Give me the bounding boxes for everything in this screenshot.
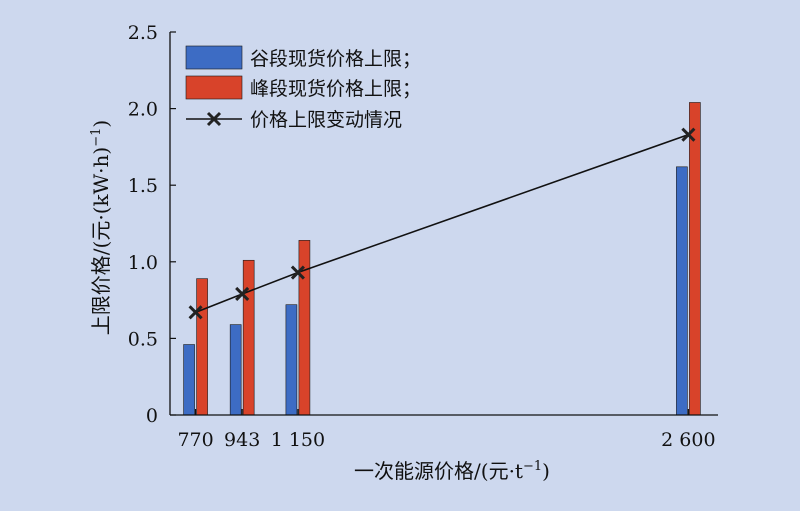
bar-peak-0 [196, 278, 208, 416]
x-axis-label-sup: −1 [523, 459, 542, 474]
legend: 谷段现货价格上限； 峰段现货价格上限； 价格上限变动情况 [185, 45, 421, 131]
legend-label-2: 价格上限变动情况 [250, 109, 402, 131]
x-tick-label-3: 2 600 [661, 429, 715, 451]
y-tick-label-0: 0 [146, 405, 158, 427]
x-axis-label-tail: ) [542, 459, 550, 483]
line-point-marker-3 [681, 127, 696, 142]
legend-swatch-0 [185, 45, 243, 70]
x-axis-label-main: 一次能源价格/(元·t [354, 459, 523, 483]
bar-peak-1 [242, 259, 255, 416]
y-axis-label-sup: −1 [89, 128, 104, 147]
bar-valley-2 [285, 304, 298, 416]
x-tick-label-2: 1 150 [271, 429, 325, 451]
y-axis-label-main: 上限价格/(元·(kW·h) [89, 147, 113, 335]
legend-swatch-1 [185, 75, 243, 100]
y-axis-label-tail: ) [89, 120, 113, 128]
bar-valley-3 [676, 166, 688, 416]
x-axis-label: 一次能源价格/(元·t−1) [354, 459, 550, 483]
legend-marker-2 [206, 111, 222, 127]
line-point-marker-2 [290, 265, 305, 280]
axes-group: 0 0.5 1.0 1.5 2.0 2.5 770 943 1 150 2 600 [128, 22, 718, 451]
bar-valley-1 [229, 324, 242, 416]
y-tick-label-5: 2.5 [128, 22, 158, 44]
line-series-path [195, 133, 689, 314]
y-tick-label-4: 2.0 [128, 99, 158, 121]
line-series-group [188, 127, 696, 320]
legend-label-1: 峰段现货价格上限； [250, 78, 421, 100]
y-tick-label-1: 0.5 [128, 328, 158, 350]
y-tick-label-3: 1.5 [128, 175, 158, 197]
legend-label-0: 谷段现货价格上限； [250, 48, 421, 70]
bar-peak-3 [689, 102, 701, 416]
line-point-marker-0 [188, 305, 203, 320]
x-tick-label-0: 770 [177, 429, 213, 451]
line-point-marker-1 [235, 286, 250, 302]
bar-valley-0 [183, 344, 195, 416]
y-tick-label-2: 1.0 [128, 252, 158, 274]
x-tick-label-1: 943 [224, 429, 260, 451]
y-axis-label: 上限价格/(元·(kW·h)−1) [89, 120, 113, 335]
bar-peak-2 [298, 240, 311, 416]
bars-group [183, 102, 701, 416]
